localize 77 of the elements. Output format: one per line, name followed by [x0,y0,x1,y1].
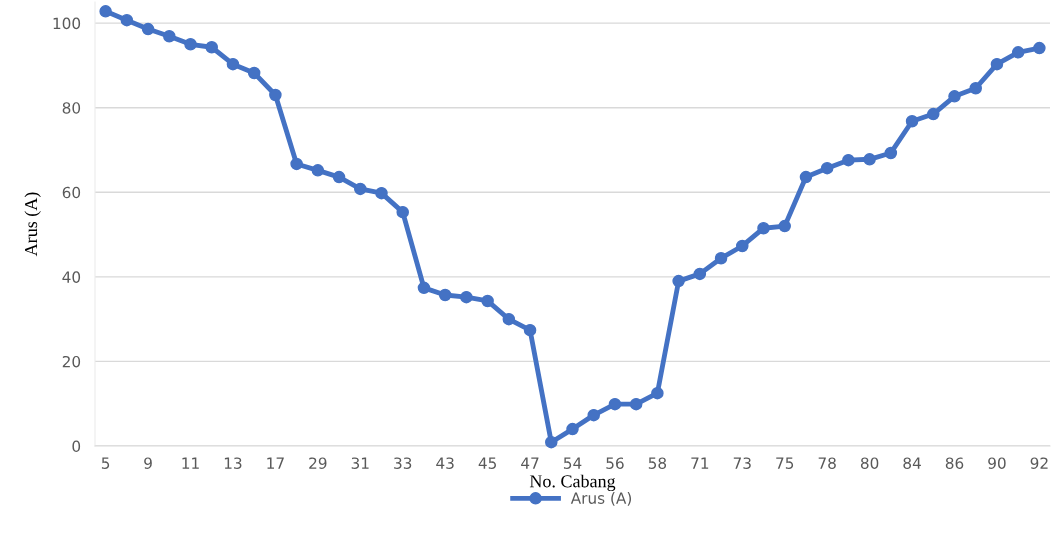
point [566,422,579,436]
y-tick-label: 40 [62,271,81,283]
x-tick-label: 80 [860,457,879,469]
x-tick-label: 71 [691,457,709,469]
x-tick-label: 11 [182,457,199,469]
point [481,294,494,308]
x-axis-title: No. Cabang [529,474,616,492]
x-tick-label: 47 [521,457,539,469]
point [375,186,388,200]
x-tick-label: 29 [309,457,327,469]
x-tick-label: 54 [563,457,582,469]
x-tick-label: 75 [776,457,794,469]
point [141,22,155,36]
point [290,157,303,171]
point [502,312,516,326]
x-tick-label: 33 [394,457,412,469]
x-tick-label: 86 [945,457,964,469]
legend-label: Arus (A) [570,492,632,506]
point [354,182,367,196]
y-tick-label: 20 [62,355,81,368]
point [629,397,643,411]
point [332,170,346,184]
y-tick-label: 80 [62,102,81,114]
point [396,205,409,219]
x-tick-label: 92 [1030,457,1048,469]
point [757,221,770,235]
point [672,274,685,288]
point [460,290,473,304]
x-tick-label: 9 [144,457,152,469]
point [608,397,622,411]
point [969,82,982,95]
point [820,161,834,175]
point [651,386,664,400]
point [311,164,325,177]
point [693,267,707,281]
point [1033,41,1046,55]
x-tick-label: 90 [988,457,1006,469]
point [417,281,431,295]
y-tick-label: 60 [62,186,81,199]
point [120,13,134,27]
point [438,288,452,302]
y-axis-title: Arus (A) [24,192,41,257]
point [905,114,919,128]
x-tick-label: 45 [478,457,496,469]
y-tick-label: 100 [53,17,81,30]
point [714,252,728,265]
y-tick-label: 0 [72,440,81,453]
x-tick-label: 13 [224,457,242,469]
point [799,170,813,184]
point [226,57,240,71]
point [927,107,940,121]
point [163,30,176,43]
point [587,408,600,422]
x-tick-label: 31 [351,457,369,469]
x-tick-label: 56 [606,457,624,469]
x-tick-label: 43 [436,457,454,469]
x-tick-label: 58 [648,457,667,469]
point [247,66,261,80]
point [736,239,749,253]
point [990,57,1004,71]
point [1011,46,1025,59]
x-tick-label: 84 [903,457,921,469]
point [205,40,218,54]
point [523,323,537,337]
point [99,5,112,18]
x-tick-label: 5 [101,457,110,469]
point [778,219,791,233]
x-tick-label: 78 [818,457,836,469]
point [269,88,282,102]
point [948,90,961,103]
point [842,153,855,167]
point [863,153,876,166]
point [884,146,898,160]
x-tick-label: 73 [733,457,751,469]
point [184,38,197,51]
x-tick-label: 17 [267,457,284,469]
point [545,435,558,449]
